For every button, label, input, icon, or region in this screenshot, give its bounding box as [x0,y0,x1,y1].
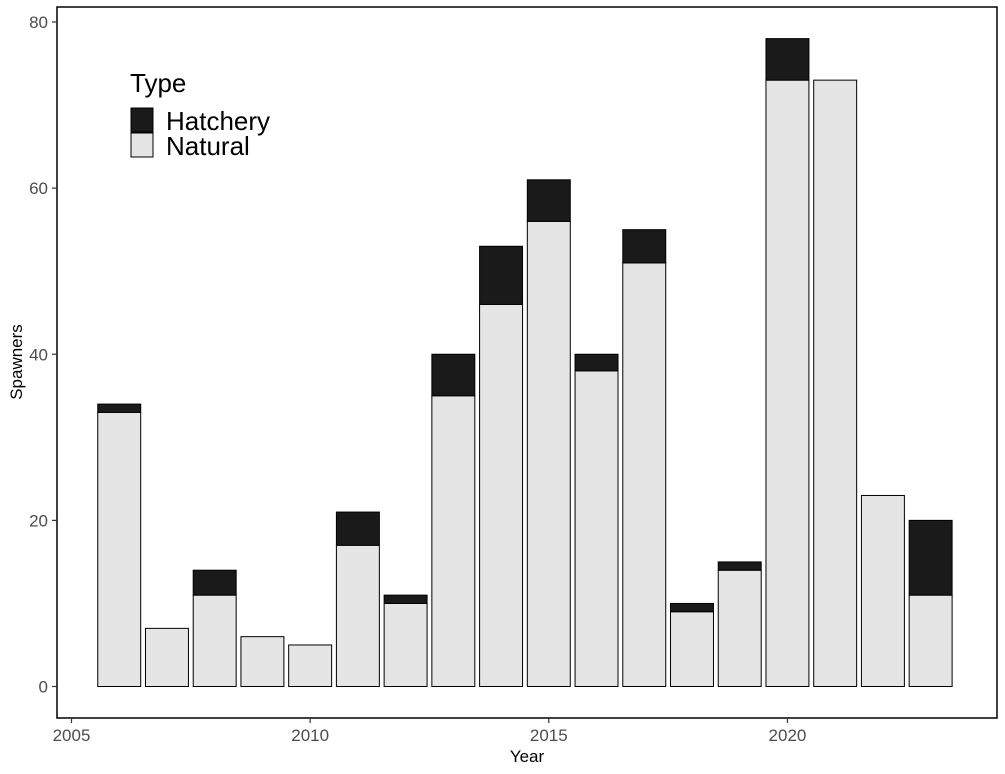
bar-natural-2010 [288,644,333,687]
y-tick-label-40: 40 [29,345,48,364]
bar-hatchery-2012 [383,594,428,604]
x-tick-label-2005: 2005 [53,726,91,745]
y-axis-title: Spawners [7,324,26,400]
bar-natural-2021 [813,79,858,688]
bars-layer [97,38,953,688]
y-tick-label-80: 80 [29,13,48,32]
bar-natural-2009 [240,636,285,687]
y-tick-label-20: 20 [29,511,48,530]
bar-natural-2020 [765,79,810,688]
bar-natural-2013 [431,395,476,687]
x-tick-label-2020: 2020 [769,726,807,745]
legend-swatch-natural [130,132,154,158]
bar-natural-2018 [670,611,714,688]
bar-hatchery-2020 [765,38,810,81]
x-axis-title: Year [510,747,545,766]
bar-hatchery-2008 [192,569,237,596]
y-axis: 0 20 40 60 80 [29,13,57,697]
bar-hatchery-2019 [717,561,762,571]
legend-label-natural: Natural [166,131,250,161]
legend-label-hatchery: Hatchery [166,106,270,136]
bar-hatchery-2023 [908,519,953,596]
x-tick-label-2010: 2010 [291,726,329,745]
bar-hatchery-2006 [97,403,142,413]
y-tick-label-0: 0 [39,678,48,697]
bar-natural-2008 [192,594,237,687]
legend-swatch-hatchery [130,107,154,133]
bar-hatchery-2014 [479,245,524,305]
bar-hatchery-2015 [526,179,571,222]
bar-hatchery-2013 [431,353,476,397]
bar-hatchery-2018 [670,602,714,613]
plot-panel-border [56,6,998,719]
bar-natural-2015 [526,220,571,687]
bar-natural-2023 [908,594,953,687]
bar-natural-2014 [479,303,524,687]
bar-natural-2007 [144,627,189,688]
bar-natural-2016 [574,370,619,687]
bar-hatchery-2017 [622,229,667,264]
bar-natural-2006 [97,411,142,687]
x-tick-label-2015: 2015 [530,726,568,745]
x-axis: 2005 2010 2015 2020 [53,718,807,745]
bar-natural-2017 [622,262,667,687]
y-tick-label-60: 60 [29,179,48,198]
bar-natural-2022 [860,494,905,687]
legend-title: Type [130,68,186,98]
bar-natural-2011 [335,544,380,688]
bar-hatchery-2016 [574,353,619,372]
bar-hatchery-2011 [335,511,380,546]
bar-natural-2012 [383,602,428,687]
bar-natural-2019 [717,569,762,688]
